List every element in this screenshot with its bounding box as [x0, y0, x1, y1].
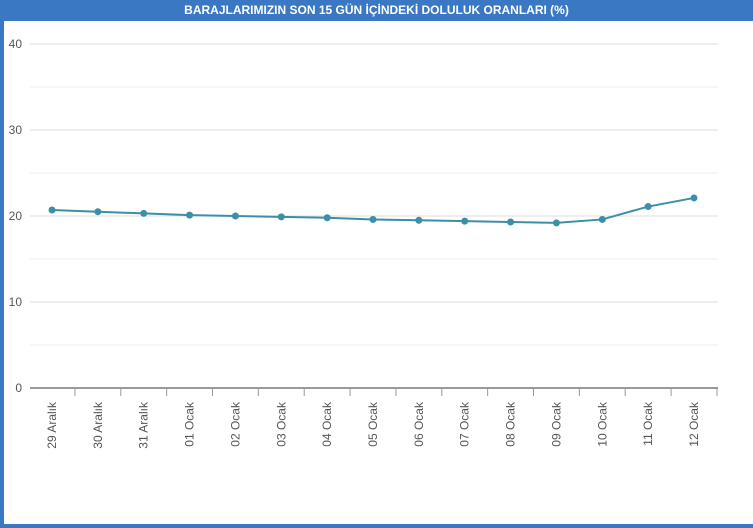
y-tick-label: 30 [9, 123, 23, 137]
data-point[interactable] [323, 214, 331, 222]
x-axis [30, 387, 718, 396]
data-point[interactable] [94, 208, 102, 216]
data-point[interactable] [507, 218, 515, 226]
data-point[interactable] [277, 213, 285, 221]
x-tick-label: 09 Ocak [549, 401, 563, 447]
x-tick-label: 03 Ocak [274, 401, 288, 447]
data-point[interactable] [415, 216, 423, 224]
x-tick-label: 05 Ocak [366, 401, 380, 447]
chart-title: BARAJLARIMIZIN SON 15 GÜN İÇİNDEKİ DOLUL… [0, 0, 753, 21]
x-tick-label: 31 Aralık [137, 401, 151, 449]
y-tick-label: 10 [9, 295, 23, 309]
x-tick-label: 06 Ocak [412, 401, 426, 447]
series-points [48, 194, 698, 227]
x-tick-label: 29 Aralık [45, 401, 59, 449]
data-point[interactable] [461, 217, 469, 225]
data-point[interactable] [231, 212, 239, 220]
x-tick-label: 11 Ocak [641, 401, 655, 446]
x-tick-label: 10 Ocak [595, 401, 609, 447]
y-tick-label: 0 [15, 381, 22, 395]
data-point[interactable] [369, 215, 377, 223]
data-point[interactable] [644, 203, 652, 211]
x-axis-ticks: 29 Aralık 30 Aralık 31 Aralık 01 Ocak 02 Oca… [45, 401, 701, 449]
data-point[interactable] [598, 215, 606, 223]
x-tick-label: 01 Ocak [183, 401, 197, 447]
data-point[interactable] [552, 219, 560, 227]
y-tick-label: 20 [9, 209, 23, 223]
data-point[interactable] [186, 211, 194, 219]
data-point[interactable] [140, 209, 148, 217]
x-tick-label: 08 Ocak [504, 401, 518, 447]
x-tick-label: 12 Ocak [687, 401, 701, 447]
x-tick-label: 07 Ocak [458, 401, 472, 447]
x-tick-label: 30 Aralık [91, 401, 105, 449]
data-point[interactable] [48, 206, 56, 214]
x-tick-label: 04 Ocak [320, 401, 334, 447]
y-axis-ticks: 0 10 20 30 40 [9, 37, 23, 395]
data-point[interactable] [690, 194, 698, 202]
y-tick-label: 40 [9, 37, 23, 51]
grid-lines [30, 43, 718, 346]
x-tick-label: 02 Ocak [228, 401, 242, 447]
